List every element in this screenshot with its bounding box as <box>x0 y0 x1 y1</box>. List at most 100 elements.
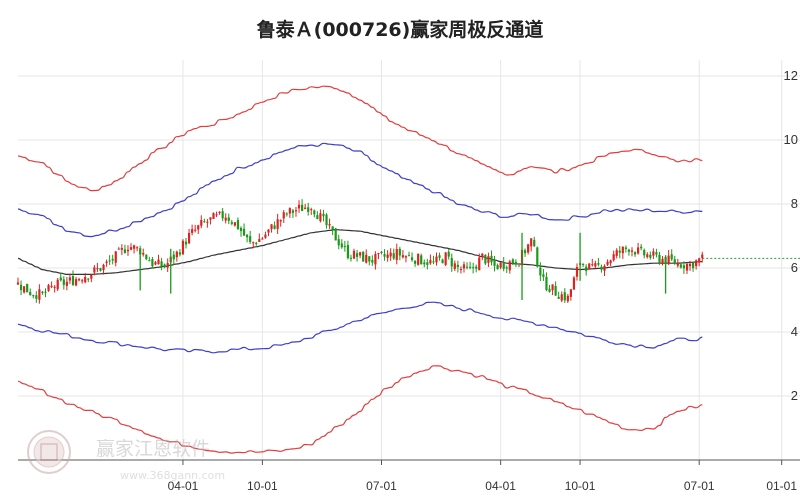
candle-body <box>649 254 652 258</box>
candle-body <box>450 258 453 267</box>
candle-body <box>472 267 475 269</box>
candle-body <box>160 261 163 267</box>
x-tick-label: 07-01 <box>684 479 715 493</box>
candle-body <box>322 213 325 217</box>
candle-body <box>618 250 621 253</box>
candle-body <box>389 252 392 257</box>
candle-body <box>282 212 285 219</box>
candle-body <box>307 207 310 212</box>
candle-body <box>365 254 368 263</box>
candle-body <box>624 247 627 249</box>
candle-body <box>609 260 612 264</box>
candle-body <box>117 248 120 250</box>
candle-body <box>26 283 29 293</box>
candle-body <box>673 259 676 264</box>
y-tick-label: 2 <box>791 388 798 403</box>
candle-body <box>316 215 319 220</box>
candle-body <box>490 255 493 263</box>
candle-body <box>172 254 175 260</box>
candle-body <box>566 295 569 302</box>
candle-body <box>368 256 371 262</box>
candle-body <box>300 204 304 212</box>
candle-body <box>484 254 487 264</box>
candle-body <box>563 292 566 301</box>
candle-body <box>423 262 426 265</box>
candle-body <box>392 253 395 259</box>
candle-body <box>120 247 123 250</box>
x-tick-label: 04-01 <box>485 479 516 493</box>
candle-body <box>123 249 127 253</box>
candle-body <box>688 263 692 267</box>
x-tick-label: 10-01 <box>565 479 596 493</box>
candle-body <box>429 260 432 264</box>
candle-body <box>230 222 233 224</box>
candle-body <box>90 274 93 279</box>
grid <box>18 60 800 460</box>
candle-body <box>325 214 328 226</box>
candle-body <box>62 279 65 285</box>
watermark-logo: 赢家江恩软件 www.368gann.com <box>27 430 225 482</box>
candle-body <box>59 277 62 281</box>
candle-body <box>621 246 624 254</box>
candle-body <box>84 276 87 283</box>
candle-body <box>56 279 59 290</box>
candle-body <box>191 229 194 233</box>
candle-body <box>435 256 438 263</box>
candle-body <box>487 256 490 263</box>
candle-body <box>273 225 276 229</box>
candle-body <box>655 252 658 255</box>
candle-body <box>35 295 38 299</box>
candle-body <box>142 252 145 255</box>
watermark-seal-mark <box>40 443 58 461</box>
candle-body <box>398 248 401 256</box>
candle-body <box>227 217 230 221</box>
candle-body <box>215 214 218 216</box>
candle-body <box>551 284 554 291</box>
candle-body <box>444 252 447 265</box>
candle-body <box>530 238 533 247</box>
candle-body <box>77 279 81 281</box>
y-tick-labels: 2 4 6 8 10 12 <box>784 68 798 403</box>
candle-body <box>71 276 75 286</box>
candle-body <box>175 251 178 258</box>
candle-body <box>459 268 463 270</box>
x-tick-label: 01-01 <box>766 479 797 493</box>
candle-body <box>404 256 408 258</box>
candle-body <box>194 229 197 231</box>
candle-body <box>252 242 255 244</box>
channel-bands <box>17 85 800 454</box>
candle-body <box>206 221 209 223</box>
candle-body <box>410 257 414 261</box>
candle-body <box>132 245 136 249</box>
candle-body <box>407 255 411 257</box>
candle-body <box>38 289 41 300</box>
candle-body <box>438 255 441 258</box>
candle-body <box>297 204 301 209</box>
candle-body <box>74 279 78 286</box>
candle-body <box>233 222 236 226</box>
candle-body <box>349 257 353 259</box>
candle-body <box>93 267 96 273</box>
candle-body <box>197 225 200 230</box>
candle-body <box>242 228 246 236</box>
candle-body <box>129 247 133 250</box>
candle-body <box>698 258 701 263</box>
candle-body <box>294 210 298 212</box>
candle-body <box>261 238 264 240</box>
candle-body <box>527 244 530 253</box>
candle-body <box>676 262 679 266</box>
candle-body <box>630 250 634 252</box>
candle-body <box>420 255 423 265</box>
candle-body <box>102 264 105 271</box>
candle-body <box>441 259 444 264</box>
candle-body <box>246 234 249 238</box>
x-tick-label: 07-01 <box>366 479 397 493</box>
candle-body <box>695 260 698 267</box>
candle-body <box>32 295 35 297</box>
candle-body <box>111 258 114 261</box>
candle-body <box>203 221 206 223</box>
candle-body <box>108 260 111 262</box>
candle-body <box>395 249 398 260</box>
watermark-seal-outer <box>27 430 71 474</box>
